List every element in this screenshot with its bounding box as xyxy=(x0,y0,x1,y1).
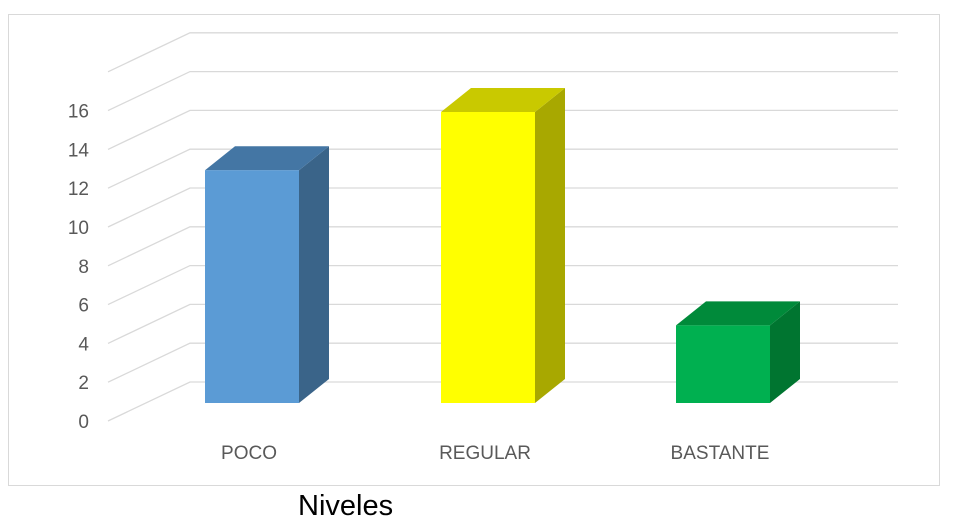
gridline xyxy=(107,342,898,383)
chart-frame xyxy=(8,14,940,486)
x-category-label: REGULAR xyxy=(439,443,531,464)
y-tick-label: 14 xyxy=(68,140,90,161)
bar-side-bastante xyxy=(770,301,800,403)
x-category-label: POCO xyxy=(221,443,277,464)
y-tick-label: 2 xyxy=(78,373,89,394)
y-tick-label: 0 xyxy=(78,412,89,433)
gridline xyxy=(107,70,898,112)
bar-bastante xyxy=(676,325,770,403)
bar-top-regular xyxy=(441,88,565,112)
bar-side-poco xyxy=(299,146,329,403)
gridline xyxy=(107,148,898,189)
gridline xyxy=(107,109,898,150)
bar-top-poco xyxy=(205,146,329,171)
x-category-label: BASTANTE xyxy=(671,443,770,464)
bar-regular xyxy=(441,112,535,403)
gridline xyxy=(107,226,898,267)
y-tick-label: 12 xyxy=(68,179,89,200)
bar-side-regular xyxy=(535,88,565,403)
y-tick-label: 10 xyxy=(68,218,89,239)
gridline xyxy=(107,32,898,73)
y-tick-label: 4 xyxy=(78,334,89,355)
bar-top-bastante xyxy=(676,301,800,326)
y-tick-label: 6 xyxy=(78,296,89,317)
gridline xyxy=(107,187,898,228)
gridline xyxy=(107,264,898,306)
y-tick-label: 16 xyxy=(68,102,89,123)
bar-poco xyxy=(205,170,299,403)
chart-caption: Niveles xyxy=(298,490,394,522)
gridline xyxy=(107,303,898,344)
gridline xyxy=(107,381,898,422)
y-tick-label: 8 xyxy=(78,257,89,278)
